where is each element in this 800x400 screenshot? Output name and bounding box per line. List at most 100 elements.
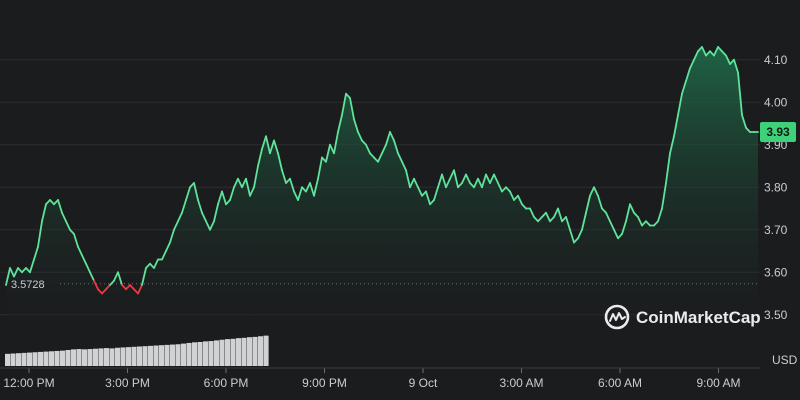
price-line-segment — [353, 118, 359, 133]
price-line-segment — [673, 114, 679, 138]
price-line-segment — [65, 220, 71, 231]
price-line-segment — [385, 131, 391, 146]
x-tick-label: 6:00 PM — [204, 376, 249, 390]
volume-bar — [159, 345, 165, 366]
price-line-segment — [293, 190, 299, 201]
price-line-segment — [345, 92, 351, 99]
y-tick-label: 4.00 — [764, 95, 788, 109]
y-tick-label: 4.10 — [764, 53, 788, 67]
volume-bar — [87, 349, 93, 366]
price-line-segment — [657, 207, 663, 223]
price-line-segment — [365, 143, 371, 155]
price-line-segment — [705, 50, 711, 57]
price-line-segment — [317, 156, 323, 180]
price-line-segment — [417, 186, 423, 197]
price-line-segment — [529, 207, 535, 218]
price-line-segment — [225, 199, 231, 206]
y-tick-label: 3.70 — [764, 223, 788, 237]
current-price-label: 3.93 — [766, 125, 790, 139]
price-line-segment — [121, 284, 127, 291]
volume-bar — [120, 347, 126, 366]
price-line-segment — [185, 186, 191, 201]
price-line-segment — [477, 177, 483, 189]
price-line-segment — [697, 46, 703, 53]
volume-bar — [65, 350, 71, 366]
price-line-segment — [117, 271, 123, 286]
price-line-segment — [585, 194, 591, 214]
volume-bar — [76, 349, 82, 366]
price-line-segment — [81, 254, 87, 265]
price-line-segment — [597, 194, 603, 210]
price-line-segment — [629, 203, 635, 214]
price-line-segment — [313, 177, 319, 197]
price-line-segment — [141, 267, 147, 286]
price-line-segment — [73, 233, 79, 248]
price-line-segment — [581, 211, 587, 231]
x-tick-label: 9:00 AM — [696, 376, 740, 390]
price-line-segment — [233, 177, 239, 189]
price-line-segment — [309, 182, 315, 197]
price-line-segment — [501, 186, 507, 193]
price-line-segment — [213, 203, 219, 223]
price-line-segment — [341, 92, 347, 116]
volume-bar — [197, 342, 203, 366]
price-line-segment — [413, 177, 419, 189]
price-line-segment — [489, 173, 495, 184]
price-line-segment — [125, 284, 131, 291]
volume-bar — [192, 342, 198, 366]
price-line-segment — [645, 220, 651, 227]
price-line-segment — [689, 58, 695, 70]
volume-bar — [49, 351, 55, 366]
price-line-segment — [589, 186, 595, 197]
price-line-segment — [77, 245, 83, 257]
price-line-segment — [593, 186, 599, 197]
price-line-segment — [101, 288, 107, 295]
price-line-segment — [149, 262, 155, 269]
volume-bar — [38, 351, 44, 366]
price-line-segment — [133, 288, 139, 295]
volume-bar — [104, 348, 110, 366]
price-line-segment — [453, 169, 459, 189]
price-line-segment — [361, 139, 367, 146]
price-line-segment — [569, 228, 575, 244]
volume-bars — [5, 335, 269, 366]
price-line-segment — [333, 131, 339, 155]
price-line-segment — [469, 182, 475, 189]
volume-bar — [5, 353, 11, 366]
price-line-segment — [261, 135, 267, 150]
price-line-segment — [5, 267, 11, 286]
y-tick-label: 3.50 — [764, 308, 788, 322]
volume-bar — [142, 346, 148, 366]
price-line-segment — [21, 267, 27, 274]
volume-bar — [115, 347, 121, 366]
price-line-segment — [249, 186, 255, 197]
price-line-segment — [457, 182, 463, 189]
price-line-segment — [721, 50, 727, 57]
price-area — [6, 47, 758, 336]
volume-bar — [137, 346, 143, 366]
volume-bar — [263, 335, 269, 366]
price-line-segment — [513, 194, 519, 201]
price-line-segment — [37, 220, 43, 248]
price-line-segment — [9, 267, 15, 278]
price-line-segment — [641, 220, 647, 227]
baseline-label: 3.5728 — [11, 279, 45, 291]
price-line-segment — [605, 211, 611, 223]
price-line-segment — [45, 199, 51, 206]
price-line-segment — [617, 233, 623, 240]
volume-bar — [170, 344, 176, 366]
price-line-segment — [113, 271, 119, 282]
price-line-segment — [257, 148, 263, 167]
price-line-segment — [201, 211, 207, 223]
price-line-segment — [433, 186, 439, 201]
price-line-segment — [485, 173, 491, 184]
price-line-segment — [105, 284, 111, 291]
volume-bar — [10, 353, 16, 366]
price-line-segment — [381, 143, 387, 155]
price-line-segment — [553, 207, 559, 218]
volume-bar — [16, 353, 22, 366]
price-line-segment — [493, 173, 499, 184]
price-line-segment — [397, 152, 403, 163]
price-line-segment — [89, 271, 95, 282]
x-tick-label: 9 Oct — [409, 376, 438, 390]
